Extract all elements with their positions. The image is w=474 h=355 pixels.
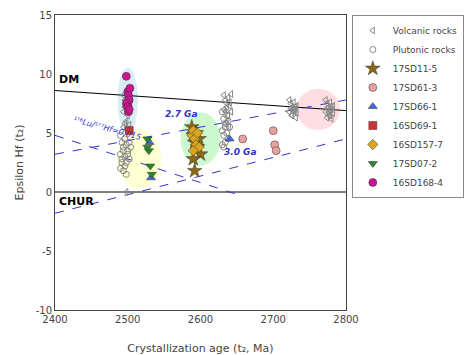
svg-text:2500: 2500 (115, 314, 140, 325)
svg-text:Volcanic rocks: Volcanic rocks (393, 26, 457, 36)
svg-text:15: 15 (39, 10, 52, 21)
svg-text:-10: -10 (36, 305, 52, 316)
svg-text:17SD66-1: 17SD66-1 (393, 102, 438, 112)
svg-text:2800: 2800 (333, 314, 358, 325)
svg-text:17SD11-5: 17SD11-5 (393, 64, 438, 74)
svg-text:2.7 Ga: 2.7 Ga (165, 109, 198, 119)
svg-text:16SD69-1: 16SD69-1 (393, 121, 438, 131)
svg-text:Crystallization age (t₂, Ma): Crystallization age (t₂, Ma) (127, 342, 273, 355)
svg-text:0: 0 (46, 187, 52, 198)
svg-text:16SD168-4: 16SD168-4 (393, 178, 444, 188)
svg-text:17SD07-2: 17SD07-2 (393, 159, 438, 169)
svg-text:16SD157-7: 16SD157-7 (393, 140, 443, 150)
svg-text:¹⁷⁶Lu/¹⁷⁷Hf=0.015: ¹⁷⁶Lu/¹⁷⁷Hf=0.015 (72, 115, 142, 142)
svg-text:2600: 2600 (188, 314, 213, 325)
svg-text:17SD61-3: 17SD61-3 (393, 83, 438, 93)
svg-text:Plutonic rocks: Plutonic rocks (393, 45, 456, 55)
svg-text:DM: DM (59, 73, 79, 86)
svg-text:Epsilon Hf (t₂): Epsilon Hf (t₂) (13, 125, 26, 201)
svg-text:CHUR: CHUR (59, 195, 94, 208)
svg-text:3.0 Ga: 3.0 Ga (224, 147, 257, 157)
svg-text:2400: 2400 (42, 314, 67, 325)
svg-text:10: 10 (39, 69, 52, 80)
svg-text:-5: -5 (42, 246, 52, 257)
svg-text:5: 5 (46, 128, 52, 139)
svg-text:2700: 2700 (261, 314, 286, 325)
